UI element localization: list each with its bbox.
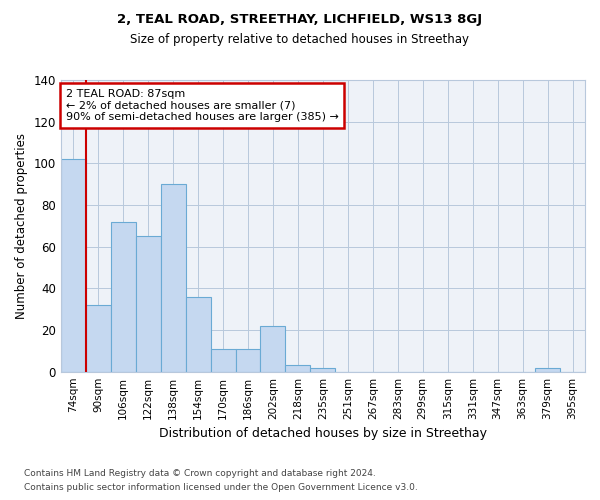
Text: 2, TEAL ROAD, STREETHAY, LICHFIELD, WS13 8GJ: 2, TEAL ROAD, STREETHAY, LICHFIELD, WS13…	[118, 12, 482, 26]
Text: 2 TEAL ROAD: 87sqm
← 2% of detached houses are smaller (7)
90% of semi-detached : 2 TEAL ROAD: 87sqm ← 2% of detached hous…	[66, 89, 339, 122]
Text: Contains HM Land Registry data © Crown copyright and database right 2024.: Contains HM Land Registry data © Crown c…	[24, 468, 376, 477]
Bar	[136, 236, 161, 372]
Y-axis label: Number of detached properties: Number of detached properties	[15, 133, 28, 319]
Bar	[236, 349, 260, 372]
Bar	[61, 159, 86, 372]
Bar	[211, 349, 236, 372]
Bar	[310, 368, 335, 372]
Bar	[111, 222, 136, 372]
Text: Contains public sector information licensed under the Open Government Licence v3: Contains public sector information licen…	[24, 484, 418, 492]
Bar	[286, 366, 310, 372]
Bar	[185, 296, 211, 372]
X-axis label: Distribution of detached houses by size in Streethay: Distribution of detached houses by size …	[159, 427, 487, 440]
Bar	[260, 326, 286, 372]
Bar	[86, 305, 111, 372]
Bar	[535, 368, 560, 372]
Text: Size of property relative to detached houses in Streethay: Size of property relative to detached ho…	[131, 32, 470, 46]
Bar	[161, 184, 185, 372]
